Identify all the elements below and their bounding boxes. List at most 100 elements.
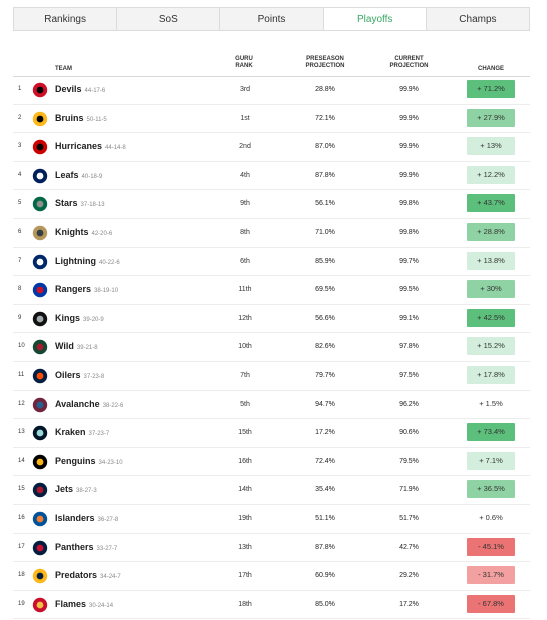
current-projection: 99.9% xyxy=(399,86,419,93)
change-badge: + 13.8% xyxy=(467,251,515,270)
team-name[interactable]: Kings xyxy=(55,312,81,323)
change-badge: + 15.2% xyxy=(467,337,515,356)
tab-playoffs[interactable]: Playoffs xyxy=(323,8,427,30)
table-row[interactable]: 1 Devils 44-17-6 3rd 28.8% 99.9% + 71.2% xyxy=(13,76,530,105)
team-name[interactable]: Jets xyxy=(55,484,74,495)
row-rank: 1 xyxy=(18,86,22,92)
team-record: 34-24-7 xyxy=(100,574,121,581)
preseason-projection: 85.9% xyxy=(315,257,335,265)
jets-logo-icon xyxy=(32,482,48,498)
preseason-projection: 94.7% xyxy=(315,400,335,408)
change-badge: + 71.2% xyxy=(467,80,515,98)
preseason-projection: 82.6% xyxy=(315,343,335,351)
table-row[interactable]: 13 Kraken 37-23-7 15th 17.2% 90.6% + 73.4% xyxy=(13,419,530,448)
preseason-projection: 87.0% xyxy=(315,143,335,151)
team-name[interactable]: Avalanche xyxy=(55,398,100,409)
islanders-logo-icon xyxy=(32,511,48,527)
team-cell: Wild 39-21-8 xyxy=(55,333,98,363)
team-name[interactable]: Lightning xyxy=(55,255,96,266)
current-projection: 71.9% xyxy=(399,486,419,494)
team-name[interactable]: Devils xyxy=(55,84,82,94)
column-header-team[interactable]: TEAM xyxy=(55,66,72,72)
table-row[interactable]: 14 Penguins 34-23-10 16th 72.4% 79.5% + 7.1% xyxy=(13,448,530,477)
team-name[interactable]: Predators xyxy=(55,570,98,581)
team-name[interactable]: Oilers xyxy=(55,369,81,380)
row-rank: 14 xyxy=(18,457,25,464)
team-name[interactable]: Hurricanes xyxy=(55,141,103,152)
preseason-projection: 28.8% xyxy=(315,86,335,93)
team-name[interactable]: Bruins xyxy=(55,112,84,123)
tab-points[interactable]: Points xyxy=(220,8,324,30)
current-projection: 99.7% xyxy=(399,257,419,265)
row-rank: 17 xyxy=(18,543,25,550)
table-row[interactable]: 7 Lightning 40-22-6 6th 85.9% 99.7% + 13.8% xyxy=(13,248,530,277)
table-header: TEAM GURU RANK PRESEASON PROJECTION CURR… xyxy=(13,50,530,77)
table-row[interactable]: 19 Flames 30-24-14 18th 85.0% 17.2% - 67.8% xyxy=(13,591,530,620)
column-header-change[interactable]: CHANGE xyxy=(477,66,504,72)
column-header-current[interactable]: CURRENT PROJECTION xyxy=(389,56,429,69)
guru-rank: 10th xyxy=(238,343,252,351)
tab-rankings[interactable]: Rankings xyxy=(14,8,118,30)
guru-rank: 3rd xyxy=(239,86,251,93)
change-badge: + 1.5% xyxy=(467,394,515,413)
table-row[interactable]: 11 Oilers 37-23-8 7th 79.7% 97.5% + 17.8% xyxy=(13,362,530,391)
current-projection: 96.2% xyxy=(399,400,419,408)
panthers-logo-icon xyxy=(32,540,48,556)
table-row[interactable]: 5 Stars 37-18-13 9th 56.1% 99.8% + 43.7% xyxy=(13,190,530,219)
table-row[interactable]: 17 Panthers 33-27-7 13th 87.8% 42.7% - 45.1% xyxy=(13,534,530,563)
devils-logo-icon xyxy=(32,82,48,98)
team-name[interactable]: Leafs xyxy=(55,169,79,180)
column-header-preseason[interactable]: PRESEASON PROJECTION xyxy=(305,56,345,69)
rangers-logo-icon xyxy=(32,282,48,298)
table-row[interactable]: 16 Islanders 36-27-8 19th 51.1% 51.7% + 0.6% xyxy=(13,505,530,534)
change-badge: - 67.8% xyxy=(467,594,515,613)
team-name[interactable]: Flames xyxy=(55,598,87,609)
change-badge: + 43.7% xyxy=(467,194,515,213)
hurricanes-logo-icon xyxy=(32,139,48,155)
team-name[interactable]: Knights xyxy=(55,226,89,237)
preseason-projection: 85.0% xyxy=(315,600,335,608)
table-row[interactable]: 4 Leafs 40-18-9 4th 87.8% 99.9% + 12.2% xyxy=(13,162,530,191)
team-cell: Kraken 37-23-7 xyxy=(55,419,109,449)
table-row[interactable]: 6 Knights 42-20-6 8th 71.0% 99.8% + 28.8% xyxy=(13,219,530,248)
guru-rank: 7th xyxy=(240,371,250,379)
tab-champs[interactable]: Champs xyxy=(459,13,497,25)
tab-bar: Rankings SoS Points Playoffs Champs xyxy=(13,7,530,31)
team-record: 39-21-8 xyxy=(76,345,98,352)
guru-rank: 19th xyxy=(238,514,252,522)
row-rank: 7 xyxy=(18,257,22,264)
table-row[interactable]: 3 Hurricanes 44-14-8 2nd 87.0% 99.9% + 13% xyxy=(13,133,530,162)
team-name[interactable]: Islanders xyxy=(55,512,95,523)
current-projection: 99.8% xyxy=(399,228,419,236)
table-row[interactable]: 10 Wild 39-21-8 10th 82.6% 97.8% + 15.2% xyxy=(13,333,530,362)
table-row[interactable]: 2 Bruins 50-11-5 1st 72.1% 99.9% + 27.9% xyxy=(13,105,530,134)
team-name[interactable]: Wild xyxy=(55,341,74,352)
team-cell: Bruins 50-11-5 xyxy=(55,105,107,135)
table-row[interactable]: 12 Avalanche 38-22-6 5th 94.7% 96.2% + 1.5% xyxy=(13,391,530,420)
team-name[interactable]: Panthers xyxy=(55,541,94,552)
team-cell: Leafs 40-18-9 xyxy=(55,162,102,192)
team-record: 44-17-6 xyxy=(84,88,106,94)
team-name[interactable]: Stars xyxy=(55,198,78,209)
team-cell: Predators 34-24-7 xyxy=(55,562,121,592)
change-badge: - 31.7% xyxy=(467,566,515,585)
team-cell: Rangers 38-19-10 xyxy=(55,276,118,306)
penguins-logo-icon xyxy=(32,454,48,470)
change-badge: + 27.9% xyxy=(467,108,515,127)
table-row[interactable]: 9 Kings 39-20-9 12th 56.6% 99.1% + 42.5% xyxy=(13,305,530,334)
column-header-guru-rank[interactable]: GURU RANK xyxy=(235,56,253,69)
team-name[interactable]: Kraken xyxy=(55,427,86,438)
change-badge: + 13% xyxy=(467,137,515,156)
row-rank: 13 xyxy=(18,429,25,436)
team-name[interactable]: Penguins xyxy=(55,455,96,466)
team-record: 36-27-8 xyxy=(97,516,119,523)
current-projection: 51.7% xyxy=(399,514,419,522)
preseason-projection: 69.5% xyxy=(315,286,335,294)
team-name[interactable]: Rangers xyxy=(55,284,92,295)
guru-rank: 1st xyxy=(240,114,250,122)
table-row[interactable]: 8 Rangers 38-19-10 11th 69.5% 99.5% + 30% xyxy=(13,276,530,305)
tab-sos[interactable]: SoS xyxy=(117,8,221,30)
table-row[interactable]: 18 Predators 34-24-7 17th 60.9% 29.2% - 31.7% xyxy=(13,562,530,591)
row-rank: 16 xyxy=(18,514,25,521)
table-row[interactable]: 15 Jets 38-27-3 14th 35.4% 71.9% + 36.5% xyxy=(13,476,530,505)
